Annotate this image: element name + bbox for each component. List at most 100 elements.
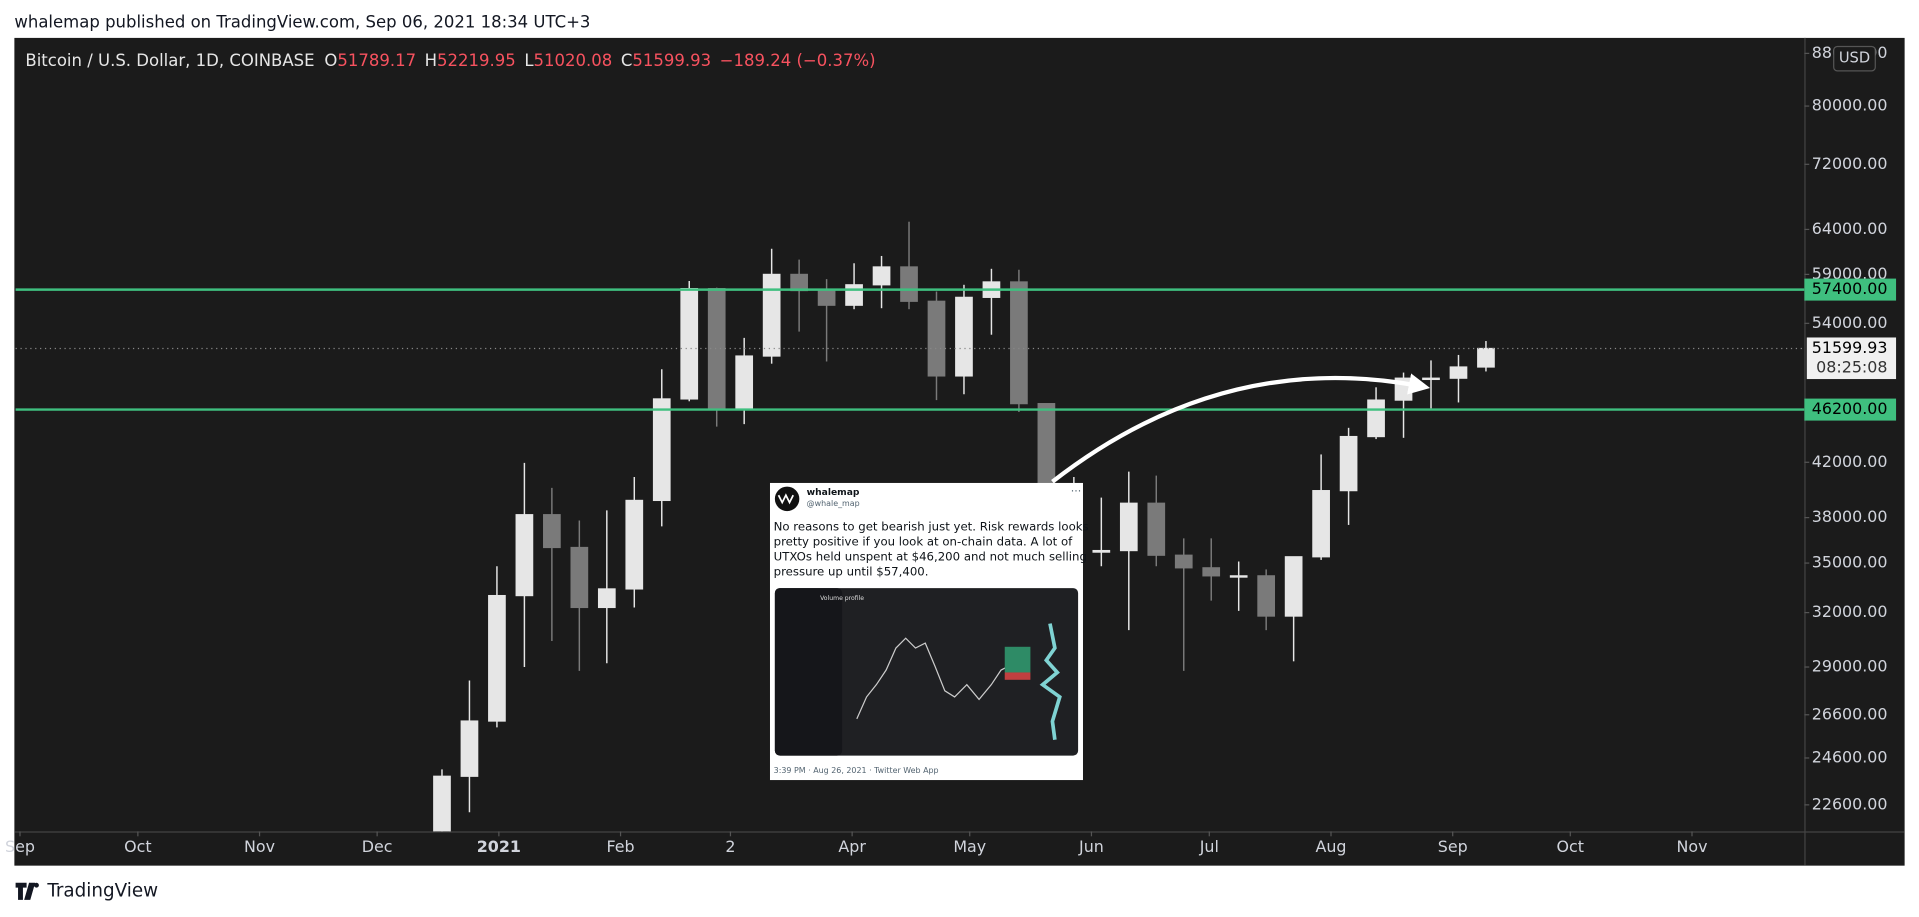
y-tick-label: 59000.00: [1812, 264, 1888, 283]
ohlc-value: 52219.95: [437, 51, 516, 70]
ohlc-key: H: [425, 51, 437, 70]
candle-body: [543, 514, 561, 549]
ohlc-key: L: [524, 51, 534, 70]
tweet-image-green-box: [1004, 646, 1031, 673]
currency-badge: [1833, 45, 1876, 72]
candle-body: [762, 273, 781, 357]
y-tick-label: 54000.00: [1812, 313, 1888, 332]
last-price-label: 51599.93: [1812, 338, 1888, 357]
candle-body: [1422, 377, 1440, 381]
tweet-text: pretty positive if you look at on-chain …: [774, 535, 1074, 549]
candle-body: [488, 594, 506, 722]
countdown: 08:25:08: [1816, 358, 1887, 377]
candle-body: [1257, 575, 1276, 617]
x-tick-label: May: [953, 837, 986, 856]
y-tick-label: 26600.00: [1812, 704, 1888, 723]
x-tick-label: Aug: [1316, 837, 1347, 856]
x-tick-label: Nov: [244, 837, 275, 856]
x-tick-label: Jul: [1199, 837, 1219, 856]
candle-body: [515, 514, 534, 597]
y-tick-label: 35000.00: [1812, 553, 1888, 572]
candle-body: [845, 284, 863, 306]
annotation-arrow: [1051, 373, 1431, 484]
x-tick-label: Feb: [607, 837, 635, 856]
candle-body: [1284, 556, 1303, 617]
candle-body: [433, 775, 451, 832]
footer-brand[interactable]: TradingView: [46, 880, 158, 901]
candle-body: [1449, 366, 1468, 379]
tweet-text: pressure up until $57,400.: [774, 565, 929, 579]
plot-area: [15, 221, 1805, 832]
axes: 88000.0080000.0072000.0064000.0059000.00…: [5, 43, 1897, 856]
candle-body: [1229, 575, 1248, 578]
tweet-image-sidebar: [774, 588, 843, 756]
candle-body: [652, 398, 671, 502]
ohlc-key: O: [324, 51, 337, 70]
tweet-image-line: [856, 637, 1007, 720]
candle-body: [570, 546, 589, 609]
avatar-logo: [777, 493, 794, 505]
candle-body: [1092, 549, 1111, 553]
hline-label-bg: [1804, 278, 1897, 301]
tweet-image: [774, 588, 1079, 756]
tweet-image-profile: [1039, 623, 1062, 740]
ohlc-value: 51789.17: [337, 51, 416, 70]
hline-label-bg: [1804, 398, 1897, 421]
tweet-menu[interactable]: ···: [1071, 485, 1082, 498]
currency-label[interactable]: USD: [1839, 50, 1870, 67]
candle-body: [872, 266, 891, 286]
change: −189.24 (−0.37%): [720, 51, 876, 70]
candle-body: [597, 588, 616, 609]
x-tick-label: Oct: [1557, 837, 1584, 856]
tweet-text: UTXOs held unspent at $46,200 and not mu…: [774, 550, 1087, 564]
candle-body: [1312, 490, 1330, 558]
y-tick-label: 32000.00: [1812, 602, 1888, 621]
x-tick-label: 2: [725, 837, 735, 856]
tweet-name: whalemap: [807, 487, 860, 498]
y-tick-label: 80000.00: [1812, 96, 1888, 115]
tweet-card: whalemap @whale_map ··· Volume profile 3…: [769, 482, 1089, 781]
candle-body: [1339, 435, 1358, 492]
y-tick-label: 38000.00: [1812, 507, 1888, 526]
ohlc-key: C: [621, 51, 633, 70]
x-tick-label: 2021: [477, 837, 521, 856]
candle-body: [1367, 399, 1385, 438]
last-price-bg: [1806, 337, 1897, 380]
candle-body: [1147, 502, 1166, 556]
y-tick-label: 24600.00: [1812, 747, 1888, 766]
candle-body: [790, 273, 808, 292]
candle-body: [900, 266, 918, 302]
candle-body: [1010, 281, 1028, 405]
tweet-handle: @whale_map: [807, 499, 860, 508]
y-tick-label: 22600.00: [1812, 794, 1888, 813]
tweet-footer: 3:39 PM · Aug 26, 2021 · Twitter Web App: [774, 766, 939, 775]
x-tick-label: Oct: [124, 837, 151, 856]
candle-body: [1119, 502, 1138, 552]
published-line: whalemap published on TradingView.com, S…: [14, 13, 590, 32]
symbol-legend: Bitcoin / U.S. Dollar, 1D, COINBASE O5178…: [25, 51, 875, 70]
x-tick-label: Nov: [1677, 837, 1708, 856]
ohlc-value: 51020.08: [534, 51, 613, 70]
candle-body: [1174, 554, 1193, 569]
candle-body: [735, 355, 754, 411]
hline-label: 57400.00: [1812, 279, 1888, 298]
tweet-text: No reasons to get bearish just yet. Risk…: [774, 519, 1089, 533]
x-tick-label: Dec: [362, 837, 393, 856]
x-tick-label: Sep: [1438, 837, 1468, 856]
y-tick-label: 64000.00: [1812, 219, 1888, 238]
x-tick-label: Apr: [838, 837, 866, 856]
tweet-image-title: Volume profile: [820, 595, 864, 602]
candle-body: [817, 289, 836, 306]
candle-body: [460, 720, 479, 777]
candle-body: [625, 499, 644, 590]
hline-label: 46200.00: [1812, 399, 1888, 418]
tradingview-logo: [15, 882, 39, 900]
y-tick-label: 29000.00: [1812, 657, 1888, 676]
y-tick-label: 42000.00: [1812, 452, 1888, 471]
candle-body: [955, 296, 973, 377]
x-tick-label: Sep: [5, 837, 35, 856]
y-tick-label: 72000.00: [1812, 154, 1888, 173]
